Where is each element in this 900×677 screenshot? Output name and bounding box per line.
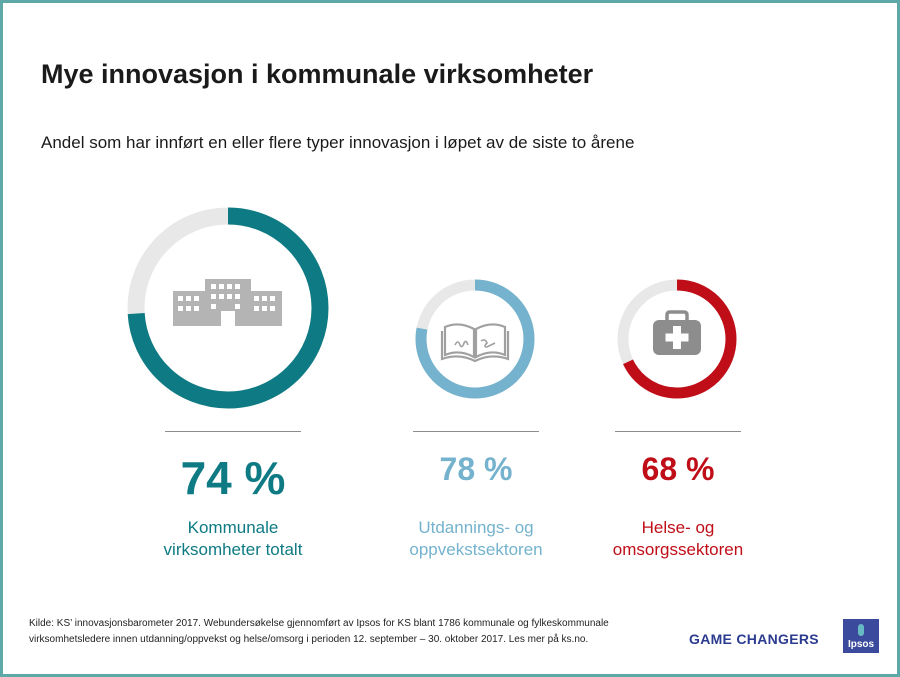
- source-note: Kilde: KS’ innovasjonsbarometer 2017. We…: [29, 616, 669, 648]
- category-label-line: oppvekstsektoren: [409, 540, 543, 559]
- divider-total: [165, 431, 301, 432]
- building-icon: [173, 279, 282, 326]
- value-label-education: 78 %: [439, 451, 513, 487]
- category-label-total: Kommunale virksomheter totalt: [123, 517, 343, 561]
- category-label-health: Helse- og omsorgssektoren: [568, 517, 788, 561]
- donut-value-arc: [127, 207, 329, 409]
- divider-education: [413, 431, 539, 432]
- category-label-education: Utdannings- og oppvekstsektoren: [366, 517, 586, 561]
- donut-total: [127, 207, 329, 409]
- category-label-line: Utdannings- og: [418, 518, 534, 537]
- ipsos-logo: Ipsos: [843, 619, 879, 653]
- category-label-line: Kommunale: [187, 518, 279, 537]
- value-label-total: 74 %: [180, 452, 286, 504]
- book-icon: [440, 323, 510, 363]
- donut-value-arc: [617, 279, 737, 399]
- logo-text: Ipsos: [847, 639, 875, 650]
- category-label-line: omsorgssektoren: [612, 540, 744, 559]
- brand-tagline: GAME CHANGERS: [689, 631, 819, 647]
- donut-value-arc: [415, 279, 535, 399]
- category-label-line: virksomheter totalt: [163, 540, 303, 559]
- divider-health: [615, 431, 741, 432]
- page-subtitle: Andel som har innført en eller flere typ…: [41, 133, 635, 152]
- source-line: Kilde: KS’ innovasjonsbarometer 2017. We…: [29, 618, 609, 629]
- donut-health: [617, 279, 737, 399]
- page-title: Mye innovasjon i kommunale virksomheter: [41, 59, 594, 89]
- value-label-health: 68 %: [641, 451, 715, 487]
- source-line: virksomhetsledere innen utdanning/oppvek…: [29, 634, 589, 645]
- medkit-icon: [653, 310, 701, 355]
- category-label-line: Helse- og: [641, 518, 715, 537]
- logo-mark: [858, 624, 864, 636]
- donut-education: [415, 279, 535, 399]
